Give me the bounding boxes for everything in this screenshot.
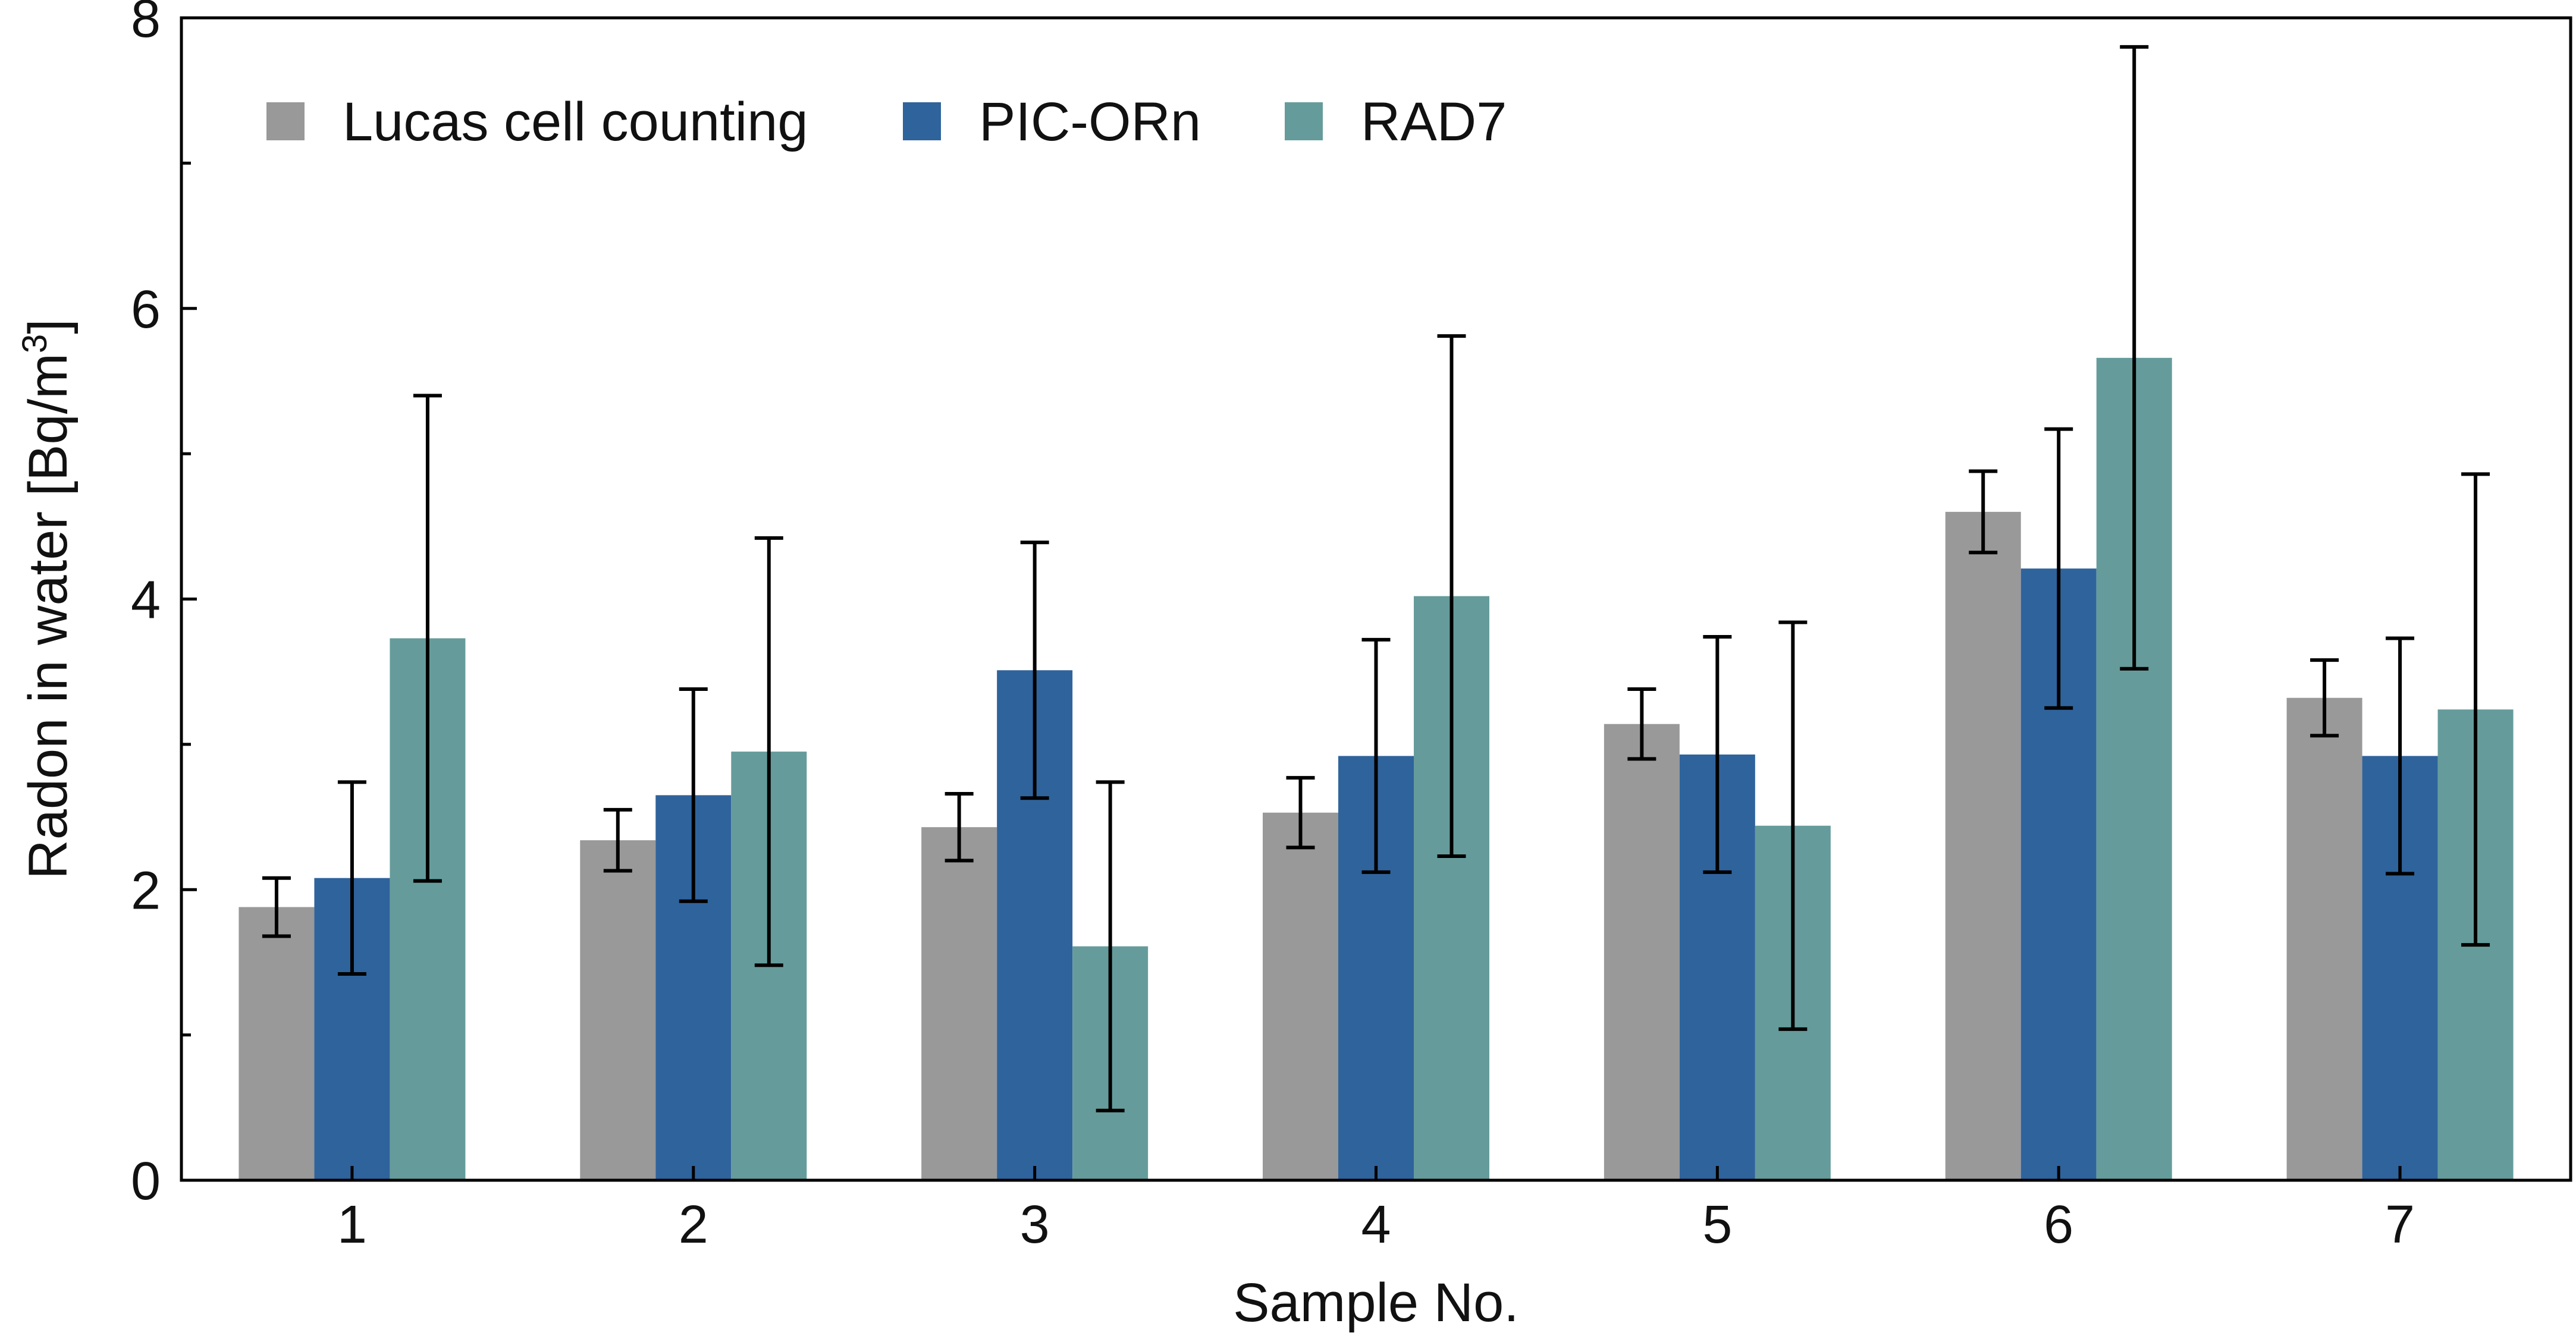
bar [239, 907, 315, 1180]
x-tick-label: 3 [1020, 1195, 1050, 1255]
x-tick-label: 5 [1702, 1195, 1732, 1255]
y-axis-title-main: Radon in water [Bq/m [18, 353, 79, 879]
x-axis: 1 2 3 4 5 6 7 [337, 1166, 2415, 1255]
y-axis-title: Radon in water [Bq/m3] [15, 319, 79, 879]
y-axis-title-superscript: 3 [15, 334, 54, 353]
x-tick-label: 6 [2044, 1195, 2073, 1255]
bars-layer [239, 357, 2514, 1180]
bar [2286, 697, 2362, 1180]
bar [1604, 724, 1680, 1180]
legend-label: RAD7 [1361, 92, 1507, 152]
x-tick-label: 7 [2385, 1195, 2415, 1255]
y-tick-label: 6 [131, 280, 161, 340]
bar [1945, 511, 2021, 1180]
bar [580, 840, 656, 1180]
y-axis-title-close: ] [18, 319, 79, 334]
legend-label: PIC-ORn [979, 92, 1201, 152]
y-axis: 0 2 4 6 8 [131, 0, 197, 1211]
legend-swatch [266, 102, 305, 140]
y-tick-label: 4 [131, 571, 161, 630]
x-tick-label: 1 [337, 1195, 367, 1255]
error-bars-layer [262, 45, 2490, 1112]
y-tick-label: 8 [131, 0, 161, 49]
legend-swatch [903, 102, 941, 140]
bar [1263, 812, 1338, 1180]
x-tick-label: 2 [679, 1195, 708, 1255]
x-axis-title: Sample No. [1233, 1272, 1519, 1333]
legend-label: Lucas cell counting [343, 92, 808, 152]
legend: Lucas cell counting PIC-ORn RAD7 [266, 92, 1507, 152]
y-tick-label: 0 [131, 1152, 161, 1211]
y-tick-label: 2 [131, 861, 161, 920]
legend-swatch [1285, 102, 1323, 140]
bar [921, 827, 997, 1180]
x-tick-label: 4 [1361, 1195, 1391, 1255]
